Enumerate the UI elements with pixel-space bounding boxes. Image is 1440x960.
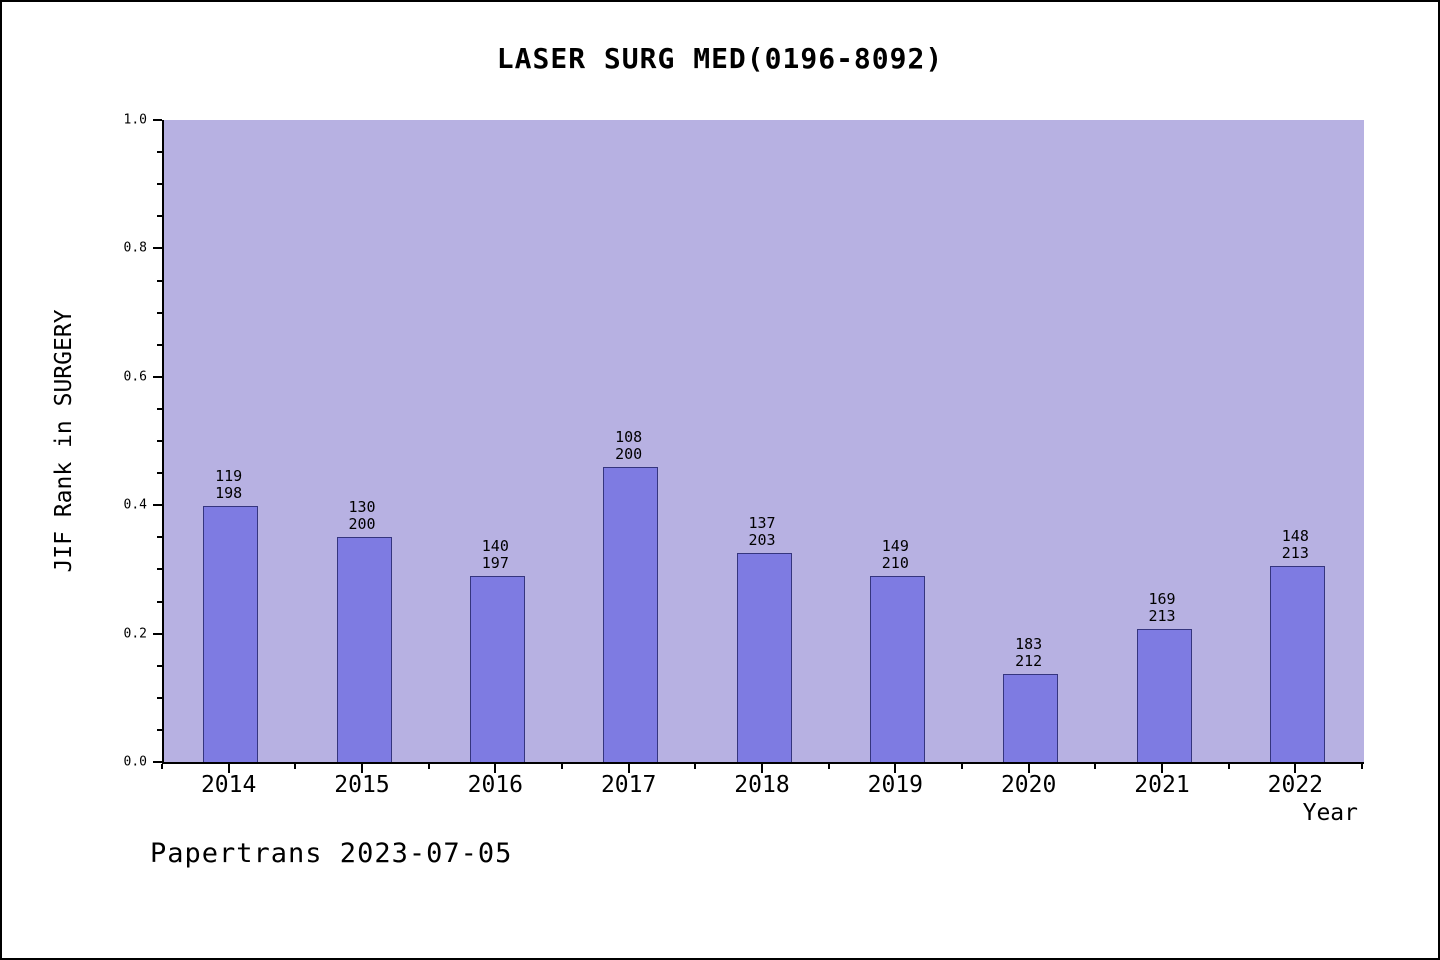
- bar-total-value: 212: [1015, 652, 1043, 671]
- bar-rank-value: 149: [881, 536, 909, 555]
- bar-value-label: 130 200: [322, 499, 402, 533]
- y-major-tick: [153, 761, 162, 763]
- bar-2019: [869, 575, 925, 762]
- y-minor-tick: [157, 407, 162, 410]
- y-minor-tick: [157, 311, 162, 314]
- bar-value-label: 169 213: [1122, 591, 1202, 625]
- x-major-tick: [1161, 764, 1163, 773]
- x-tick-label: 2020: [1000, 772, 1057, 798]
- bar-2020: [1003, 674, 1059, 762]
- bar-total-value: 200: [348, 515, 376, 534]
- bar-2014: [203, 505, 259, 762]
- y-minor-tick: [157, 728, 162, 731]
- footer-watermark: Papertrans 2023-07-05: [150, 838, 513, 869]
- bar-value-label: 149 210: [855, 536, 935, 572]
- y-major-tick: [153, 247, 162, 250]
- y-minor-tick: [157, 536, 162, 539]
- x-minor-tick: [827, 764, 830, 769]
- x-minor-tick: [161, 764, 163, 769]
- x-minor-tick: [1227, 764, 1230, 769]
- y-minor-tick: [157, 343, 162, 346]
- bar-2018: [736, 553, 792, 762]
- bar-total-value: 203: [748, 531, 776, 550]
- y-tick-label: 0.0: [123, 754, 147, 770]
- bar-rank-value: 140: [481, 537, 509, 556]
- y-minor-tick: [157, 696, 162, 699]
- y-minor-tick: [157, 664, 162, 667]
- chart-title: LASER SURG MED(0196-8092): [496, 42, 944, 75]
- bar-value-label: 137 203: [722, 515, 802, 549]
- y-tick-label: 0.6: [123, 369, 147, 385]
- x-major-tick: [1027, 764, 1030, 773]
- bar-value-label: 108 200: [589, 427, 669, 463]
- y-tick-label: 1.0: [123, 112, 147, 128]
- y-tick-label: 0.2: [123, 626, 147, 642]
- bar-rank-value: 137: [748, 514, 776, 533]
- x-tick-label: 2014: [200, 772, 257, 798]
- bar-total-value: 213: [1281, 544, 1309, 563]
- y-minor-tick: [157, 472, 162, 475]
- y-minor-tick: [157, 151, 162, 154]
- bar-2016: [469, 576, 525, 762]
- bar-total-value: 210: [881, 553, 909, 572]
- y-major-tick: [153, 632, 162, 635]
- x-tick-label: 2015: [334, 772, 390, 798]
- x-tick-label: 2019: [867, 772, 924, 798]
- bar-2021: [1136, 629, 1192, 762]
- x-minor-tick: [427, 764, 430, 769]
- x-tick-label: 2022: [1267, 772, 1324, 798]
- y-minor-tick: [157, 600, 162, 603]
- y-minor-tick: [157, 440, 162, 442]
- bar-rank-value: 183: [1015, 635, 1043, 654]
- y-minor-tick: [157, 183, 162, 186]
- x-major-tick: [627, 764, 630, 773]
- x-major-tick: [1294, 764, 1297, 773]
- bar-value-label: 183 212: [989, 636, 1069, 670]
- x-tick-label: 2021: [1134, 772, 1190, 798]
- x-minor-tick: [961, 764, 963, 769]
- x-tick-label: 2016: [467, 772, 524, 798]
- y-tick-label: 0.8: [123, 240, 147, 256]
- bar-total-value: 200: [615, 444, 643, 463]
- y-minor-tick: [157, 568, 162, 571]
- x-minor-tick: [694, 764, 697, 769]
- bar-rank-value: 130: [348, 498, 376, 517]
- x-major-tick: [227, 764, 230, 773]
- bar-2022: [1269, 566, 1325, 762]
- x-minor-tick: [1094, 764, 1097, 769]
- bar-total-value: 213: [1148, 607, 1176, 626]
- bar-value-label: 140 197: [455, 538, 535, 572]
- y-tick-label: 0.4: [123, 497, 147, 513]
- x-major-tick: [361, 764, 363, 773]
- x-major-tick: [761, 764, 763, 773]
- x-axis-label: Year: [1302, 800, 1358, 826]
- x-major-tick: [494, 764, 497, 773]
- x-minor-tick: [561, 764, 563, 769]
- y-minor-tick: [157, 279, 162, 282]
- bar-rank-value: 108: [615, 427, 643, 446]
- y-minor-tick: [157, 215, 162, 218]
- bar-rank-value: 148: [1281, 527, 1309, 546]
- bar-total-value: 197: [481, 554, 509, 573]
- bar-2015: [336, 537, 392, 762]
- y-major-tick: [153, 375, 162, 378]
- bar-total-value: 198: [215, 483, 243, 502]
- bar-rank-value: 169: [1148, 590, 1176, 609]
- x-minor-tick: [1361, 764, 1363, 769]
- y-major-tick: [153, 504, 162, 507]
- bar-value-label: 119 198: [189, 466, 269, 502]
- x-minor-tick: [294, 764, 297, 769]
- x-tick-label: 2017: [600, 772, 657, 798]
- bar-2017: [603, 466, 659, 762]
- y-axis-label: JIF Rank in SURGERY: [51, 309, 77, 573]
- bar-value-label: 148 213: [1255, 528, 1335, 562]
- bar-rank-value: 119: [215, 466, 243, 485]
- x-tick-label: 2018: [734, 772, 790, 798]
- x-major-tick: [894, 764, 897, 773]
- plot-area: [162, 120, 1364, 764]
- y-major-tick: [153, 119, 162, 121]
